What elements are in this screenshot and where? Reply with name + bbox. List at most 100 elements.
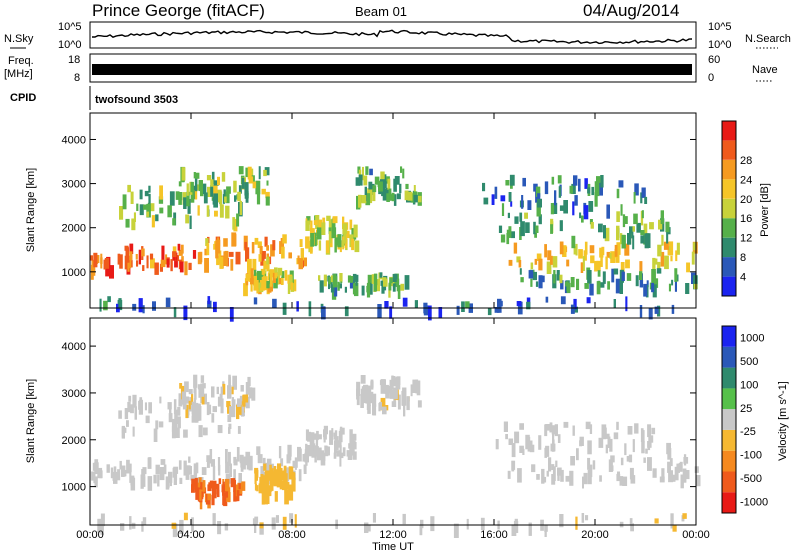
- heatmap-cell: [148, 193, 151, 204]
- heatmap-cell: [621, 271, 625, 281]
- heatmap-cell: [537, 198, 542, 208]
- heatmap-cell: [413, 191, 418, 198]
- heatmap-cell: [289, 466, 294, 478]
- heatmap-cell: [178, 249, 183, 256]
- heatmap-cell: [260, 252, 265, 266]
- heatmap-cell: [456, 305, 460, 315]
- heatmap-cell: [581, 513, 585, 523]
- heatmap-cell: [264, 236, 268, 247]
- heatmap-cell: [616, 211, 620, 222]
- heatmap-cell: [192, 250, 197, 259]
- heatmap-cell: [367, 406, 370, 412]
- heatmap-cell: [217, 396, 222, 407]
- noise-left-tick-top: 10^5: [58, 21, 82, 33]
- heatmap-cell: [180, 244, 184, 254]
- colorbar-segment: [722, 198, 736, 219]
- heatmap-cell: [362, 388, 366, 404]
- heatmap-cell: [113, 466, 117, 478]
- heatmap-cell: [625, 259, 630, 269]
- colorbar-tick-label: -100: [740, 450, 762, 462]
- heatmap-cell: [132, 303, 137, 311]
- heatmap-cell: [259, 276, 265, 291]
- heatmap-cell: [122, 194, 127, 210]
- heatmap-cell: [158, 196, 164, 204]
- heatmap-cell: [305, 220, 310, 231]
- heatmap-cell: [514, 518, 518, 527]
- freq-left-tick-bottom: 8: [74, 72, 80, 84]
- heatmap-cell: [251, 242, 255, 254]
- heatmap-cell: [236, 447, 240, 462]
- heatmap-cell: [179, 261, 184, 273]
- heatmap-cell: [405, 183, 409, 190]
- heatmap-cell: [131, 522, 136, 529]
- heatmap-cell: [233, 456, 237, 463]
- heatmap-cell: [601, 424, 607, 440]
- heatmap-cell: [173, 420, 178, 432]
- heatmap-cell: [175, 427, 180, 438]
- heatmap-cell: [639, 261, 643, 272]
- heatmap-cell: [532, 271, 537, 281]
- heatmap-cell: [510, 201, 513, 207]
- heatmap-cell: [216, 257, 220, 266]
- heatmap-cell: [585, 515, 589, 521]
- heatmap-cell: [245, 382, 250, 395]
- heatmap-cell: [314, 447, 317, 463]
- heatmap-cell: [222, 486, 225, 496]
- heatmap-cell: [569, 470, 574, 486]
- heatmap-cell: [231, 232, 237, 247]
- heatmap-cell: [663, 241, 669, 250]
- heatmap-cell: [126, 459, 130, 474]
- heatmap-cell: [605, 433, 610, 439]
- heatmap-cell: [188, 262, 192, 270]
- heatmap-cell: [389, 277, 394, 284]
- heatmap-cell: [511, 460, 516, 470]
- heatmap-cell: [178, 399, 183, 407]
- heatmap-cell: [367, 524, 371, 532]
- heatmap-cell: [204, 258, 209, 273]
- colorbar-segment: [722, 159, 736, 180]
- heatmap-cell: [597, 270, 601, 277]
- heatmap-cell: [372, 188, 376, 202]
- heatmap-cell: [100, 253, 103, 269]
- heatmap-cell: [348, 443, 353, 449]
- heatmap-cell: [627, 233, 632, 245]
- heatmap-cell: [333, 285, 338, 297]
- heatmap-cell: [533, 183, 538, 192]
- heatmap-cell: [508, 259, 513, 266]
- heatmap-cell: [213, 193, 218, 208]
- heatmap-cell: [667, 448, 672, 460]
- colorbar-tick-label: 20: [740, 194, 752, 206]
- heatmap-cell: [159, 396, 162, 404]
- heatmap-cell: [339, 452, 344, 459]
- heatmap-cell: [385, 385, 390, 399]
- heatmap-cell: [594, 192, 598, 207]
- heatmap-cell: [318, 275, 321, 281]
- heatmap-cell: [330, 284, 335, 293]
- heatmap-cell: [365, 166, 369, 175]
- heatmap-cell: [198, 385, 202, 398]
- heatmap-cell: [584, 241, 588, 255]
- heatmap-cell: [191, 411, 197, 419]
- x-tick-label: 16:00: [480, 529, 508, 541]
- heatmap-cell: [355, 177, 360, 186]
- heatmap-cell: [412, 379, 416, 393]
- heatmap-cell: [402, 387, 407, 396]
- heatmap-cell: [587, 187, 591, 194]
- heatmap-cell: [623, 216, 628, 224]
- heatmap-cell: [685, 283, 690, 294]
- heatmap-cell: [282, 234, 287, 244]
- colorbar-tick-label: 28: [740, 155, 752, 167]
- heatmap-cell: [648, 307, 653, 320]
- heatmap-cell: [498, 225, 503, 233]
- heatmap-cell: [571, 183, 576, 194]
- heatmap-cell: [339, 283, 342, 289]
- heatmap-cell: [212, 406, 217, 413]
- heatmap-cell: [281, 277, 284, 285]
- heatmap-cell: [573, 175, 578, 186]
- velocity-ylabel: Slant Range [km]: [25, 379, 37, 463]
- heatmap-cell: [337, 440, 342, 448]
- heatmap-cell: [198, 180, 203, 192]
- heatmap-cell: [225, 205, 230, 219]
- heatmap-cell: [666, 229, 669, 244]
- heatmap-cell: [521, 195, 524, 209]
